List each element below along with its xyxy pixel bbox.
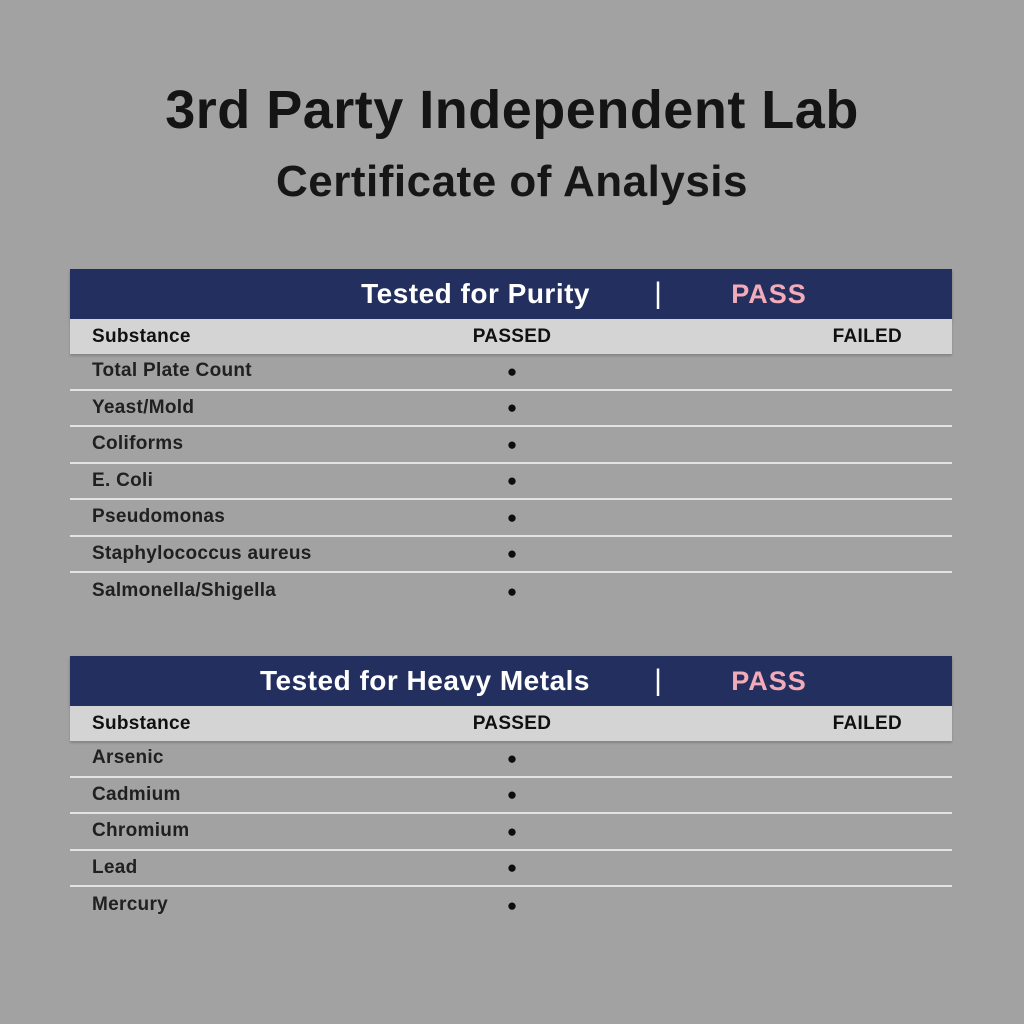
heavy-metals-table: Tested for Heavy Metals | PASS Substance… bbox=[70, 656, 952, 924]
passed-dot-icon: ● bbox=[506, 581, 518, 601]
substance-label: Pseudomonas bbox=[92, 506, 226, 528]
banner-title: Tested for Purity bbox=[361, 278, 590, 309]
substance-label: Chromium bbox=[92, 820, 190, 842]
substance-label: Coliforms bbox=[92, 433, 184, 455]
passed-dot-icon: ● bbox=[506, 748, 518, 768]
table-row: Cadmium ● bbox=[70, 778, 952, 814]
column-header-row: Substance PASSED FAILED bbox=[70, 319, 952, 354]
column-header-failed: FAILED bbox=[832, 325, 902, 347]
table-row: Mercury ● bbox=[70, 887, 952, 924]
passed-dot-icon: ● bbox=[506, 544, 518, 564]
substance-label: Arsenic bbox=[92, 747, 164, 769]
column-header-passed: PASSED bbox=[472, 712, 552, 734]
page-title: 3rd Party Independent Lab bbox=[165, 80, 859, 140]
passed-dot-icon: ● bbox=[506, 895, 518, 915]
banner-title: Tested for Heavy Metals bbox=[260, 665, 590, 696]
table-row: Coliforms ● bbox=[70, 427, 952, 464]
table-row: Total Plate Count ● bbox=[70, 354, 952, 391]
column-header-substance: Substance bbox=[92, 712, 191, 734]
heavy-metals-table-banner: Tested for Heavy Metals | PASS bbox=[70, 656, 952, 706]
table-row: Salmonella/Shigella ● bbox=[70, 573, 952, 610]
heavy-metals-rows: Arsenic ● Cadmium ● Chromium ● Lead ● Me… bbox=[70, 741, 952, 924]
table-row: Chromium ● bbox=[70, 814, 952, 851]
passed-dot-icon: ● bbox=[506, 434, 518, 454]
banner-divider: | bbox=[654, 664, 662, 697]
substance-label: Cadmium bbox=[92, 783, 181, 805]
passed-dot-icon: ● bbox=[506, 785, 518, 805]
table-row: Lead ● bbox=[70, 851, 952, 887]
passed-dot-icon: ● bbox=[506, 858, 518, 878]
substance-label: Yeast/Mold bbox=[92, 396, 195, 418]
table-row: Yeast/Mold ● bbox=[70, 391, 952, 427]
column-header-substance: Substance bbox=[92, 325, 191, 347]
table-row: Arsenic ● bbox=[70, 741, 952, 778]
purity-table: Tested for Purity | PASS Substance PASSE… bbox=[70, 269, 952, 610]
passed-dot-icon: ● bbox=[506, 507, 518, 527]
passed-dot-icon: ● bbox=[506, 398, 518, 418]
passed-dot-icon: ● bbox=[506, 821, 518, 841]
column-header-passed: PASSED bbox=[472, 325, 552, 347]
substance-label: E. Coli bbox=[92, 469, 154, 491]
column-header-row: Substance PASSED FAILED bbox=[70, 706, 952, 741]
passed-dot-icon: ● bbox=[506, 361, 518, 381]
substance-label: Total Plate Count bbox=[92, 360, 252, 382]
banner-divider: | bbox=[654, 277, 662, 310]
table-row: Pseudomonas ● bbox=[70, 500, 952, 537]
column-header-failed: FAILED bbox=[832, 712, 902, 734]
substance-label: Salmonella/Shigella bbox=[92, 580, 277, 602]
page-subtitle: Certificate of Analysis bbox=[275, 157, 749, 206]
substance-label: Mercury bbox=[92, 894, 169, 916]
purity-table-banner: Tested for Purity | PASS bbox=[70, 269, 952, 319]
pass-status-badge: PASS bbox=[731, 278, 807, 309]
table-row: E. Coli ● bbox=[70, 464, 952, 500]
table-row: Staphylococcus aureus ● bbox=[70, 537, 952, 573]
purity-rows: Total Plate Count ● Yeast/Mold ● Colifor… bbox=[70, 354, 952, 610]
passed-dot-icon: ● bbox=[506, 471, 518, 491]
pass-status-badge: PASS bbox=[731, 665, 807, 696]
substance-label: Lead bbox=[92, 856, 138, 878]
substance-label: Staphylococcus aureus bbox=[92, 542, 312, 564]
